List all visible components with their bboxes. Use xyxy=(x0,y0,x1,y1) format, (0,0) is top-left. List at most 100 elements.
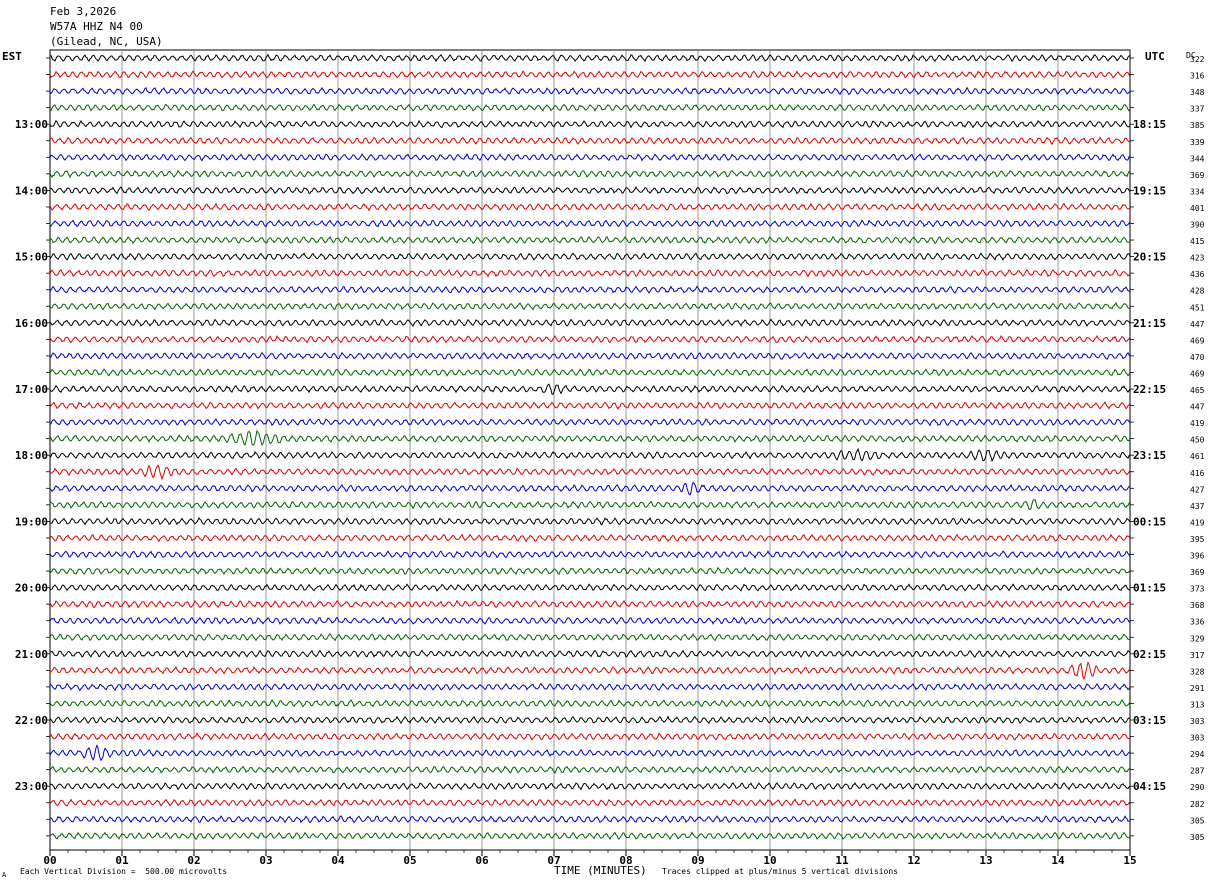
trace-row xyxy=(49,815,1131,824)
scale-note: Each Vertical Division = 500.00 microvol… xyxy=(20,867,228,876)
dc-offset-label: 450 xyxy=(1190,436,1205,445)
trace-row xyxy=(49,566,1131,576)
dc-header: DC xyxy=(1186,51,1196,60)
plot-frame xyxy=(49,49,1131,851)
x-tick-label: 05 xyxy=(403,854,416,867)
dc-offset-label: 336 xyxy=(1190,618,1205,627)
trace-row xyxy=(49,765,1131,775)
dc-offset-label: 303 xyxy=(1190,734,1205,743)
hour-label-right: 01:15 xyxy=(1133,582,1166,595)
trace-row xyxy=(49,429,1131,447)
dc-offset-label: 294 xyxy=(1190,750,1205,759)
trace-row xyxy=(49,516,1131,526)
dc-offset-label: 368 xyxy=(1190,601,1205,610)
x-tick-label: 10 xyxy=(763,854,776,867)
trace-row xyxy=(49,368,1131,377)
trace-row xyxy=(49,103,1131,112)
header-date: Feb 3,2026 xyxy=(50,5,117,18)
dc-offset-label: 415 xyxy=(1190,237,1205,246)
hour-label-left: 14:00 xyxy=(15,184,48,197)
trace-row xyxy=(49,53,1131,63)
dc-offset-label: 291 xyxy=(1190,684,1205,693)
trace-row xyxy=(49,417,1131,427)
x-tick-label: 11 xyxy=(835,854,849,867)
hour-label-right: 20:15 xyxy=(1133,251,1166,264)
dc-offset-label: 287 xyxy=(1190,767,1205,776)
dc-offset-label: 451 xyxy=(1190,303,1205,312)
dc-offset-label: 470 xyxy=(1190,353,1205,362)
hour-label-right: 21:15 xyxy=(1133,317,1166,330)
trace-row xyxy=(49,401,1131,410)
right-timezone-label: UTC xyxy=(1145,50,1165,63)
hour-label-left: 19:00 xyxy=(15,515,48,528)
hour-label-left: 17:00 xyxy=(15,383,48,396)
dc-offset-label: 373 xyxy=(1190,585,1205,594)
hour-label-left: 20:00 xyxy=(15,582,48,595)
dc-offset-label: 423 xyxy=(1190,254,1205,263)
dc-offset-label: 447 xyxy=(1190,403,1205,412)
trace-row xyxy=(49,599,1131,609)
trace-row xyxy=(49,798,1131,807)
trace-row xyxy=(49,831,1131,841)
dc-offset-label: 305 xyxy=(1190,816,1205,825)
x-tick-label: 03 xyxy=(259,854,272,867)
hour-label-left: 15:00 xyxy=(15,251,48,264)
dc-offset-label: 344 xyxy=(1190,154,1205,163)
dc-offset-label: 436 xyxy=(1190,270,1205,279)
dc-offset-label: 395 xyxy=(1190,535,1205,544)
header-station: W57A HHZ N4 00 xyxy=(50,20,143,33)
dc-offset-label: 401 xyxy=(1190,204,1205,213)
trace-row xyxy=(49,732,1131,742)
trace-row xyxy=(49,202,1131,212)
dc-offset-label: 461 xyxy=(1190,452,1205,461)
hour-label-right: 23:15 xyxy=(1133,449,1166,462)
x-tick-label: 08 xyxy=(619,854,632,867)
trace-row xyxy=(49,464,1131,481)
header-location: (Gilead, NC, USA) xyxy=(50,35,163,48)
trace-row xyxy=(49,682,1131,692)
dc-offset-label: 290 xyxy=(1190,783,1205,792)
trace-row xyxy=(49,219,1131,228)
hour-label-left: 22:00 xyxy=(15,714,48,727)
dc-offset-label: 369 xyxy=(1190,568,1205,577)
trace-row xyxy=(49,153,1131,162)
trace-row xyxy=(49,633,1131,642)
trace-row xyxy=(49,447,1131,462)
dc-offset-label: 329 xyxy=(1190,634,1205,643)
hour-label-left: 21:00 xyxy=(15,648,48,661)
hour-label-right: 04:15 xyxy=(1133,780,1166,793)
x-tick-label: 15 xyxy=(1123,854,1136,867)
trace-row xyxy=(49,744,1131,762)
dc-offset-label: 465 xyxy=(1190,386,1205,395)
trace-row xyxy=(49,383,1131,395)
hour-label-right: 22:15 xyxy=(1133,383,1166,396)
hour-label-right: 02:15 xyxy=(1133,648,1166,661)
dc-offset-label: 469 xyxy=(1190,336,1205,345)
dc-offset-label: 416 xyxy=(1190,469,1205,478)
dc-offset-label: 390 xyxy=(1190,221,1205,230)
hour-label-right: 03:15 xyxy=(1133,714,1166,727)
trace-row xyxy=(49,781,1131,791)
hour-label-right: 19:15 xyxy=(1133,184,1166,197)
dc-offset-label: 282 xyxy=(1190,800,1205,809)
dc-offset-label: 427 xyxy=(1190,485,1205,494)
dc-offset-label: 428 xyxy=(1190,287,1205,296)
dc-offset-label: 334 xyxy=(1190,187,1205,196)
dc-offset-label: 447 xyxy=(1190,320,1205,329)
left-timezone-label: EST xyxy=(2,50,22,63)
trace-row xyxy=(49,334,1131,344)
trace-row xyxy=(49,318,1131,328)
trace-row xyxy=(49,235,1131,245)
trace-row xyxy=(50,649,1131,658)
dc-offset-label: 437 xyxy=(1190,502,1205,511)
trace-row xyxy=(49,252,1131,261)
x-tick-label: 12 xyxy=(907,854,920,867)
hour-label-right: 18:15 xyxy=(1133,118,1166,131)
hour-label-left: 13:00 xyxy=(15,118,48,131)
dc-offset-label: 419 xyxy=(1190,518,1205,527)
x-tick-label: 04 xyxy=(331,854,345,867)
trace-row xyxy=(49,481,1131,496)
trace-row xyxy=(49,616,1131,625)
dc-offset-label: 385 xyxy=(1190,121,1205,130)
